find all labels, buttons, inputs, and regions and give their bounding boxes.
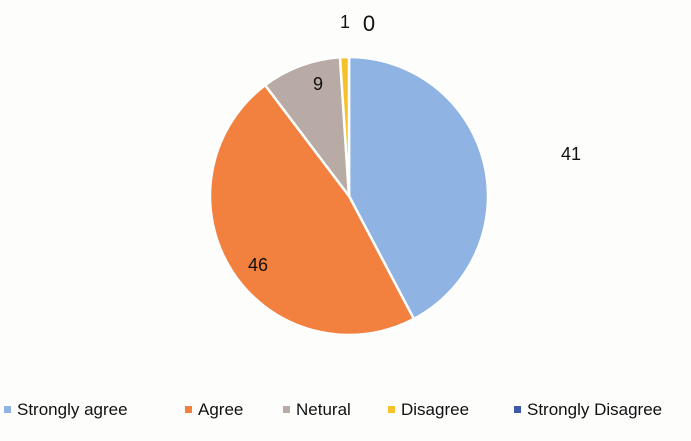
pie-slice-netural [263,55,351,201]
legend-marker-agree [185,406,192,413]
legend-marker-disagree [388,406,395,413]
legend-label-strongly-disagree: Strongly Disagree [527,400,663,419]
legend-label-netural: Netural [296,400,351,419]
chart-legend: Strongly agree Agree Netural Disagree St… [4,398,688,438]
pie-slice-strongly-agree [347,55,490,321]
pie-slice-disagree [338,55,351,197]
data-label-strongly-disagree: 0 [363,11,375,36]
legend-marker-netural [283,406,290,413]
pie-slice-agree [208,83,416,337]
legend-label-strongly-agree: Strongly agree [17,400,128,419]
legend-marker-strongly-agree [4,406,11,413]
legend-label-agree: Agree [198,400,244,419]
legend-marker-strongly-disagree [514,406,521,413]
data-label-disagree: 1 [340,12,350,32]
data-label-agree: 46 [248,255,268,275]
pie-value-labels: 41 46 9 1 0 [248,11,581,275]
legend-label-disagree: Disagree [401,400,470,419]
data-label-strongly-agree: 41 [561,144,581,164]
pie-slices [208,55,490,337]
data-label-netural: 9 [313,74,323,94]
